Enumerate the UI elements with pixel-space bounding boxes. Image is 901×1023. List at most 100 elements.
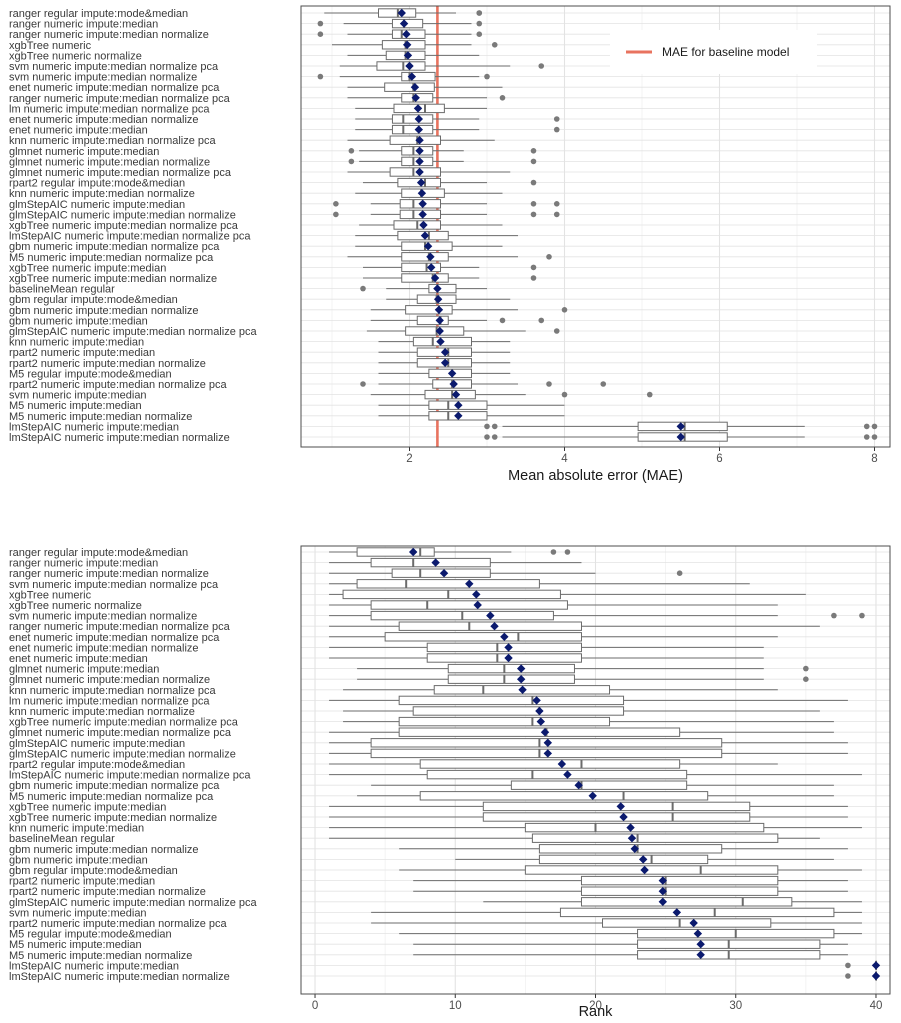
row-label: gbm numeric impute:median bbox=[9, 854, 148, 866]
mean-marker bbox=[465, 579, 474, 588]
row-label: xgbTree numeric impute:median normalize bbox=[9, 812, 217, 824]
row-label: glmnet numeric impute:median normalize p… bbox=[9, 167, 232, 179]
outlier-point bbox=[499, 95, 506, 101]
row-label: knn numeric impute:median normalize bbox=[9, 706, 195, 718]
row-label: lm numeric impute:median normalize pca bbox=[9, 695, 210, 707]
iqr-box bbox=[426, 642, 582, 653]
mean-marker bbox=[473, 600, 482, 610]
boxplot-row bbox=[484, 421, 878, 432]
boxplot-row bbox=[357, 791, 834, 801]
mean-marker bbox=[440, 348, 450, 357]
outlier-point bbox=[550, 549, 557, 555]
row-label: rpart2 numeric impute:median bbox=[9, 347, 155, 359]
boxplot-row bbox=[329, 727, 834, 737]
row-label: glmStepAIC numeric impute:median normali… bbox=[9, 748, 236, 760]
mean-marker bbox=[518, 685, 527, 694]
iqr-box bbox=[538, 854, 709, 865]
mean-marker bbox=[405, 61, 414, 71]
mean-marker bbox=[627, 834, 637, 843]
boxplot-row bbox=[317, 29, 483, 39]
outlier-point bbox=[360, 285, 366, 292]
row-label: M5 numeric impute:median normalize pca bbox=[9, 252, 214, 264]
x-tick-label: 20 bbox=[589, 1000, 602, 1012]
row-label: rpart2 numeric impute:median bbox=[9, 876, 155, 888]
outlier-point bbox=[348, 158, 355, 165]
mean-marker bbox=[433, 284, 442, 293]
boxplot-row bbox=[329, 695, 848, 706]
outlier-point bbox=[553, 201, 560, 207]
boxplot-row bbox=[329, 801, 848, 812]
boxplot-row bbox=[347, 252, 552, 262]
row-label: xgbTree numeric impute:median normalize … bbox=[9, 220, 239, 232]
mean-marker bbox=[543, 738, 553, 747]
boxplot-row bbox=[413, 950, 848, 960]
mean-marker bbox=[516, 664, 526, 673]
boxplot-row bbox=[329, 568, 683, 578]
row-label: rpart2 regular impute:mode&median bbox=[9, 759, 185, 771]
mean-marker bbox=[418, 199, 427, 208]
iqr-box bbox=[384, 82, 435, 92]
mean-marker bbox=[588, 791, 597, 800]
boxplot-row bbox=[357, 663, 809, 674]
boxplot-row bbox=[339, 61, 545, 71]
mean-marker bbox=[418, 210, 427, 219]
mean-marker bbox=[454, 411, 463, 420]
mean-marker bbox=[415, 167, 424, 177]
outlier-point bbox=[871, 423, 878, 430]
row-label: M5 regular impute:mode&median bbox=[9, 929, 172, 941]
row-label: rpart2 numeric impute:median normalize p… bbox=[9, 918, 228, 930]
outlier-point bbox=[530, 275, 537, 281]
boxplot-row bbox=[329, 738, 848, 748]
boxplot-row bbox=[386, 294, 511, 304]
row-label: M5 regular impute:mode&median bbox=[9, 368, 172, 380]
outlier-point bbox=[871, 434, 878, 440]
boxplot-row bbox=[343, 685, 778, 695]
outlier-point bbox=[530, 148, 537, 154]
iqr-box bbox=[405, 305, 453, 315]
row-label: lmStepAIC numeric impute:median bbox=[9, 960, 179, 972]
row-label: ranger numeric impute:median normalize p… bbox=[9, 93, 231, 105]
x-tick-label: 10 bbox=[449, 1000, 462, 1012]
boxplot-row bbox=[329, 547, 571, 557]
boxplot-row bbox=[413, 886, 848, 896]
row-label: rpart2 regular impute:mode&median bbox=[9, 178, 185, 190]
row-label: gbm regular impute:mode&median bbox=[9, 865, 178, 877]
row-label: gbm numeric impute:median normalize pca bbox=[9, 241, 220, 253]
mean-marker bbox=[447, 369, 457, 378]
boxplot-row bbox=[329, 748, 848, 759]
outlier-point bbox=[803, 676, 809, 682]
outlier-point bbox=[491, 423, 498, 430]
x-axis-title: Rank bbox=[579, 1004, 614, 1020]
row-label: glmnet numeric impute:median normalize bbox=[9, 674, 210, 686]
row-label: xgbTree numeric normalize bbox=[9, 50, 142, 62]
iqr-box bbox=[370, 557, 491, 568]
mean-marker bbox=[449, 379, 458, 389]
panel-border bbox=[300, 545, 891, 995]
boxplot-row bbox=[399, 844, 848, 854]
iqr-box bbox=[416, 315, 449, 326]
legend-baseline-label: MAE for baseline model bbox=[662, 45, 789, 59]
row-label: svm numeric impute:median normalize pca bbox=[9, 61, 219, 73]
boxplot-row bbox=[329, 653, 764, 663]
mean-marker bbox=[516, 675, 526, 684]
row-label: glmStepAIC numeric impute:median normali… bbox=[9, 897, 257, 909]
mean-marker bbox=[689, 918, 698, 928]
mean-marker bbox=[676, 432, 685, 442]
boxplot-row bbox=[363, 273, 537, 283]
iqr-box bbox=[602, 918, 772, 928]
outlier-point bbox=[484, 423, 490, 430]
boxplot-row bbox=[324, 8, 483, 18]
mean-marker bbox=[417, 189, 427, 198]
boxplot-row bbox=[329, 833, 820, 843]
x-tick-label: 6 bbox=[716, 453, 722, 465]
row-label: rpart2 numeric impute:median normalize bbox=[9, 886, 206, 898]
iqr-box bbox=[559, 907, 835, 918]
boxplot-row bbox=[371, 918, 862, 928]
boxplot-row bbox=[378, 400, 565, 410]
mean-marker bbox=[435, 316, 444, 325]
row-label: xgbTree numeric bbox=[9, 589, 92, 601]
boxplot-row bbox=[347, 93, 506, 103]
outlier-point bbox=[859, 612, 865, 619]
boxplot-row bbox=[347, 167, 511, 177]
